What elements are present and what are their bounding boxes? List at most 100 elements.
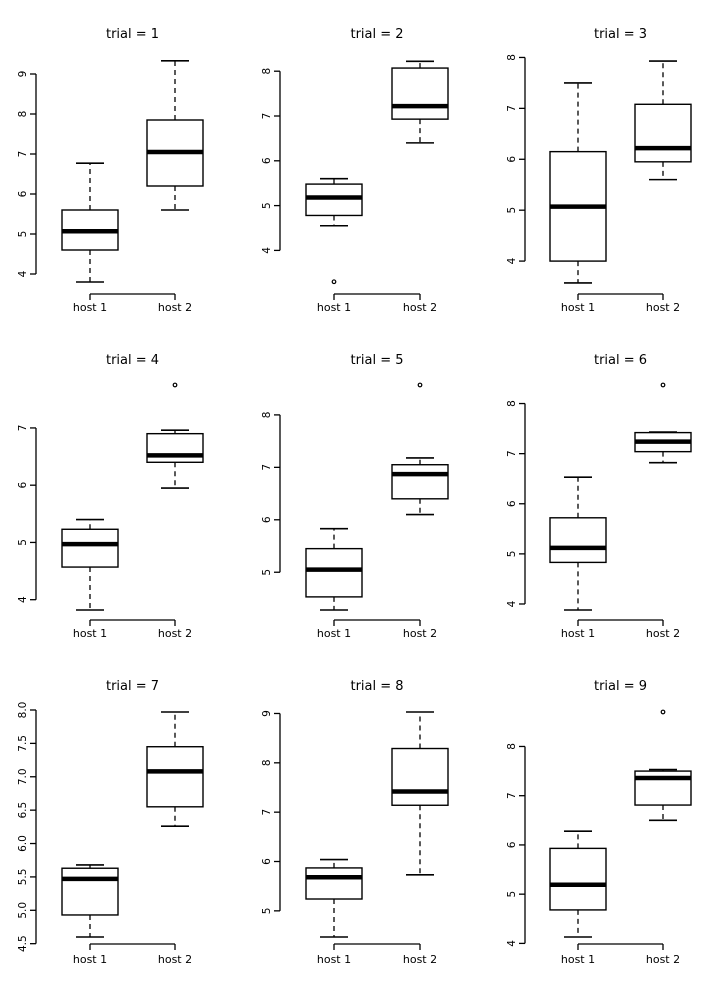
y-tick-label: 9 (261, 710, 273, 717)
box-host-2 (146, 711, 204, 827)
panel-title: trial = 8 (350, 679, 403, 694)
box-host-1 (61, 162, 119, 283)
x-category-label: host 2 (646, 301, 680, 314)
y-tick-label: 5 (506, 207, 518, 214)
y-tick-label: 6.5 (17, 802, 29, 819)
interquartile-box (61, 528, 119, 568)
y-tick-label: 4 (261, 247, 273, 254)
x-category-label: host 1 (317, 301, 351, 314)
box-host-2 (391, 382, 449, 516)
y-tick-label: 7 (506, 105, 518, 112)
y-tick-label: 8 (506, 743, 518, 750)
outlier-point (331, 279, 337, 285)
y-tick-label: 8 (506, 54, 518, 61)
x-category-label: host 1 (317, 953, 351, 966)
panel-title: trial = 4 (106, 353, 159, 368)
y-tick-label: 8.0 (17, 702, 29, 719)
panel-title: trial = 2 (350, 27, 403, 42)
box-host-1 (305, 858, 363, 938)
box-host-2 (391, 711, 449, 876)
x-category-label: host 2 (158, 953, 192, 966)
interquartile-box (391, 67, 449, 120)
panel-title: trial = 7 (106, 679, 159, 694)
y-tick-label: 4 (17, 596, 29, 603)
y-tick-label: 8 (261, 759, 273, 766)
interquartile-box (61, 867, 119, 916)
panel-trial-2: trial = 2 4 5 6 7 8 host 1 host 2 (261, 27, 449, 314)
box-host-2 (146, 382, 204, 489)
y-tick-label: 7 (17, 151, 29, 158)
panel-title: trial = 1 (106, 27, 159, 42)
y-tick-label: 6 (17, 190, 29, 197)
panel-title: trial = 5 (350, 353, 403, 368)
y-tick-label: 4.5 (17, 935, 29, 952)
y-tick-label: 4 (17, 270, 29, 277)
y-tick-label: 6 (261, 858, 273, 865)
x-category-label: host 1 (73, 627, 107, 640)
x-category-label: host 1 (561, 301, 595, 314)
box-host-1 (549, 476, 607, 611)
interquartile-box (634, 103, 692, 163)
panel-trial-4: trial = 4 4 5 6 7 host 1 host 2 (17, 353, 204, 640)
y-tick-label: 5.5 (17, 869, 29, 886)
interquartile-box (146, 432, 204, 463)
y-tick-label: 7 (506, 450, 518, 457)
interquartile-box (549, 847, 607, 911)
y-tick-label: 8 (17, 111, 29, 118)
y-tick-label: 5 (261, 202, 273, 209)
y-tick-label: 7 (506, 792, 518, 799)
box-host-2 (146, 59, 204, 211)
interquartile-box (305, 867, 363, 900)
interquartile-box (391, 464, 449, 500)
panel-trial-8: trial = 8 5 6 7 8 9 host 1 host 2 (261, 679, 449, 966)
panel-title: trial = 6 (594, 353, 647, 368)
x-category-label: host 1 (317, 627, 351, 640)
y-tick-label: 8 (261, 412, 273, 419)
y-tick-label: 7 (261, 113, 273, 120)
y-tick-label: 6 (17, 482, 29, 489)
y-tick-label: 7.5 (17, 735, 29, 752)
y-tick-label: 8 (261, 68, 273, 75)
y-tick-label: 4 (506, 940, 518, 947)
panel-title: trial = 9 (594, 679, 647, 694)
interquartile-box (146, 746, 204, 808)
y-tick-label: 5 (261, 908, 273, 915)
y-tick-label: 6 (506, 500, 518, 507)
panel-trial-7: trial = 7 4.5 5.0 5.5 6.0 6.5 7.0 7.5 8.0 host 1 h… (17, 679, 204, 966)
panel-trial-1: trial = 1 4 5 6 7 8 9 host 1 host 2 (17, 27, 204, 314)
x-category-label: host 1 (561, 627, 595, 640)
box-host-2 (634, 60, 692, 181)
box-host-1 (549, 82, 607, 284)
y-tick-label: 4 (506, 600, 518, 607)
x-category-label: host 1 (561, 953, 595, 966)
y-tick-label: 6 (261, 516, 273, 523)
box-host-1 (305, 527, 363, 611)
y-tick-label: 9 (17, 71, 29, 78)
box-host-2 (391, 60, 449, 144)
box-host-1 (305, 177, 363, 285)
y-tick-label: 5 (506, 551, 518, 558)
interquartile-box (305, 547, 363, 598)
y-tick-label: 5.0 (17, 902, 29, 919)
x-category-label: host 2 (403, 953, 437, 966)
box-host-1 (549, 830, 607, 938)
outlier-point (660, 709, 666, 715)
panel-trial-6: trial = 6 4 5 6 7 8 host 1 host 2 (506, 353, 692, 640)
x-category-label: host 2 (646, 627, 680, 640)
panel-trial-5: trial = 5 5 6 7 8 host 1 host 2 (261, 353, 449, 640)
panel-trial-3: trial = 3 4 5 6 7 8 host 1 host 2 (506, 27, 692, 314)
panel-trial-9: trial = 9 4 5 6 7 8 host 1 host 2 (506, 679, 692, 966)
interquartile-box (391, 747, 449, 806)
x-category-label: host 2 (403, 301, 437, 314)
y-tick-label: 7 (261, 464, 273, 471)
x-category-label: host 2 (646, 953, 680, 966)
outlier-point (660, 382, 666, 388)
x-category-label: host 2 (158, 627, 192, 640)
y-tick-label: 7.0 (17, 768, 29, 785)
box-host-2 (634, 709, 692, 822)
x-category-label: host 2 (158, 301, 192, 314)
panel-title: trial = 3 (594, 27, 647, 42)
box-host-2 (634, 382, 692, 464)
x-category-label: host 1 (73, 953, 107, 966)
